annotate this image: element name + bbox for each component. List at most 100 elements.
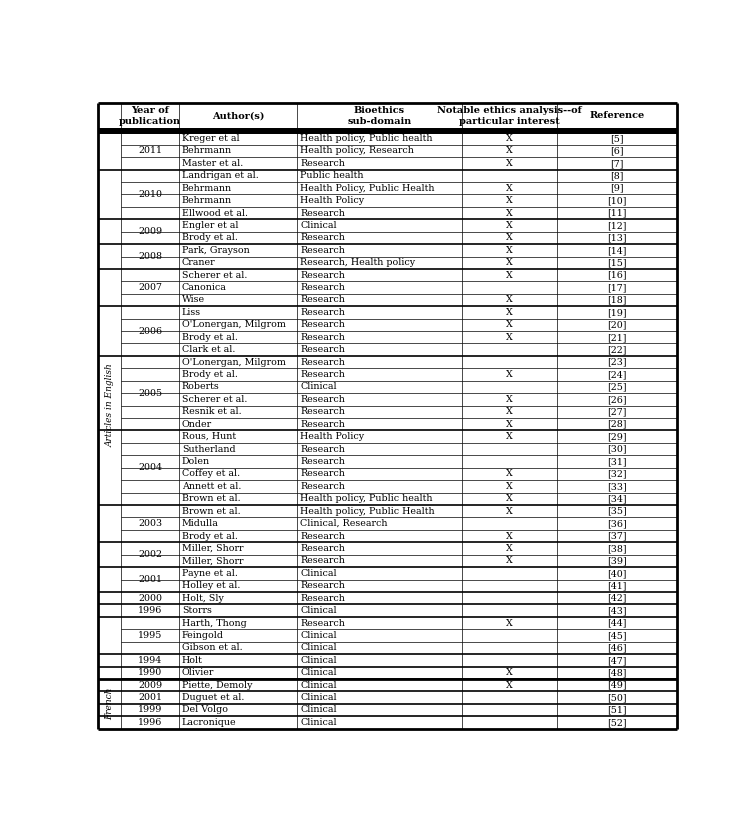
Text: [38]: [38]: [607, 544, 627, 553]
Text: X: X: [506, 532, 513, 541]
Text: Dolen: Dolen: [181, 457, 210, 466]
Text: Holt, Sly: Holt, Sly: [181, 593, 224, 602]
Text: Behrmann: Behrmann: [181, 184, 232, 193]
Text: Health Policy: Health Policy: [300, 432, 364, 441]
Text: [30]: [30]: [607, 444, 627, 453]
Text: [29]: [29]: [607, 432, 627, 441]
Text: Holt: Holt: [181, 656, 203, 665]
Text: X: X: [506, 395, 513, 404]
Text: Canonica: Canonica: [181, 283, 227, 292]
Text: Health policy, Public health: Health policy, Public health: [300, 134, 432, 143]
Text: Public health: Public health: [300, 171, 364, 180]
Text: X: X: [506, 234, 513, 243]
Text: Clinical: Clinical: [300, 606, 337, 615]
Text: 1994: 1994: [138, 656, 162, 665]
Text: [10]: [10]: [607, 196, 627, 205]
Text: Research: Research: [300, 420, 345, 429]
Text: Engler et al: Engler et al: [181, 221, 238, 230]
Text: O'Lonergan, Milgrom: O'Lonergan, Milgrom: [181, 320, 286, 329]
Text: 2008: 2008: [138, 252, 162, 261]
Text: X: X: [506, 681, 513, 690]
Text: 1996: 1996: [138, 606, 163, 615]
Text: Clinical: Clinical: [300, 656, 337, 665]
Text: X: X: [506, 159, 513, 168]
Text: Clinical: Clinical: [300, 718, 337, 727]
Text: Research: Research: [300, 469, 345, 478]
Text: 1995: 1995: [138, 631, 163, 640]
Text: Clinical: Clinical: [300, 668, 337, 677]
Text: 2010: 2010: [138, 190, 162, 199]
Text: [22]: [22]: [607, 345, 627, 354]
Text: [43]: [43]: [607, 606, 627, 615]
Text: 2003: 2003: [138, 519, 162, 528]
Text: [49]: [49]: [607, 681, 627, 690]
Text: Brown et al.: Brown et al.: [181, 495, 240, 504]
Text: [18]: [18]: [607, 295, 627, 305]
Text: Research: Research: [300, 208, 345, 217]
Text: Brown et al.: Brown et al.: [181, 507, 240, 516]
Text: X: X: [506, 668, 513, 677]
Text: 2009: 2009: [138, 227, 162, 236]
Text: [34]: [34]: [607, 495, 627, 504]
Text: Author(s): Author(s): [212, 111, 264, 120]
Text: Research: Research: [300, 358, 345, 366]
Text: [42]: [42]: [607, 593, 627, 602]
Text: Health Policy, Public Health: Health Policy, Public Health: [300, 184, 435, 193]
Text: Research: Research: [300, 234, 345, 243]
Text: Roberts: Roberts: [181, 383, 219, 392]
Text: X: X: [506, 544, 513, 553]
Text: Research: Research: [300, 395, 345, 404]
Text: [14]: [14]: [607, 246, 627, 255]
Text: [26]: [26]: [607, 395, 627, 404]
Text: Research: Research: [300, 619, 345, 627]
Text: 2011: 2011: [138, 146, 162, 156]
Text: 2007: 2007: [138, 283, 162, 292]
Text: X: X: [506, 295, 513, 305]
Text: Landrigan et al.: Landrigan et al.: [181, 171, 259, 180]
Text: Wise: Wise: [181, 295, 205, 305]
Text: Notable ethics analysis--of
particular interest: Notable ethics analysis--of particular i…: [437, 106, 582, 126]
Text: [17]: [17]: [607, 283, 627, 292]
Text: [36]: [36]: [607, 519, 627, 528]
Text: [19]: [19]: [607, 308, 627, 317]
Text: Research: Research: [300, 332, 345, 342]
Text: Research: Research: [300, 532, 345, 541]
Text: Research: Research: [300, 581, 345, 590]
Text: Reference: Reference: [589, 111, 645, 120]
Text: X: X: [506, 469, 513, 478]
Text: X: X: [506, 308, 513, 317]
Text: Piette, Demoly: Piette, Demoly: [181, 681, 253, 690]
Text: Research: Research: [300, 320, 345, 329]
Text: X: X: [506, 432, 513, 441]
Text: Bioethics
sub-domain: Bioethics sub-domain: [347, 106, 411, 126]
Text: Brody et al.: Brody et al.: [181, 532, 237, 541]
Text: X: X: [506, 320, 513, 329]
Text: [8]: [8]: [610, 171, 624, 180]
Text: Research: Research: [300, 295, 345, 305]
Text: [41]: [41]: [607, 581, 627, 590]
Text: Clinical: Clinical: [300, 681, 337, 690]
Text: [44]: [44]: [607, 619, 627, 627]
Text: [16]: [16]: [607, 271, 627, 280]
Bar: [98, 129, 677, 133]
Text: [11]: [11]: [607, 208, 627, 217]
Text: X: X: [506, 146, 513, 156]
Text: Health Policy: Health Policy: [300, 196, 364, 205]
Text: Health policy, Public health: Health policy, Public health: [300, 495, 432, 504]
Text: Miller, Shorr: Miller, Shorr: [181, 544, 243, 553]
Text: Clark et al.: Clark et al.: [181, 345, 235, 354]
Text: Gibson et al.: Gibson et al.: [181, 644, 243, 653]
Text: [45]: [45]: [607, 631, 627, 640]
Text: Sutherland: Sutherland: [181, 444, 235, 453]
Text: Resnik et al.: Resnik et al.: [181, 407, 241, 416]
Text: Year of
publication: Year of publication: [119, 106, 181, 126]
Text: Brody et al.: Brody et al.: [181, 234, 237, 243]
Text: [21]: [21]: [607, 332, 627, 342]
Text: 1999: 1999: [138, 705, 163, 714]
Text: Clinical: Clinical: [300, 221, 337, 230]
Text: [27]: [27]: [607, 407, 627, 416]
Text: [32]: [32]: [607, 469, 627, 478]
Text: 2001: 2001: [138, 575, 162, 584]
Text: Clinical: Clinical: [300, 383, 337, 392]
Text: X: X: [506, 619, 513, 627]
